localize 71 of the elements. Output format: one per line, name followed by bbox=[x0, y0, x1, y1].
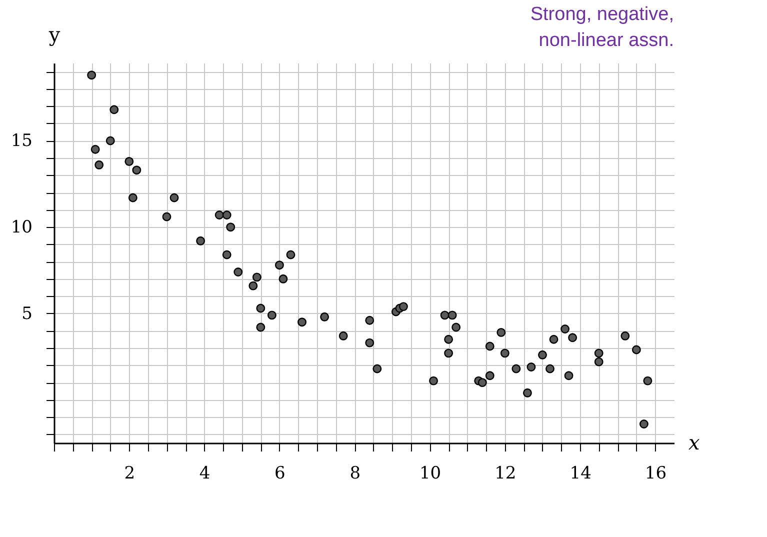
point bbox=[222, 250, 232, 260]
x-tick-label: 8 bbox=[350, 464, 361, 484]
point bbox=[398, 302, 408, 312]
y-tick-label: 10 bbox=[10, 218, 32, 238]
point bbox=[560, 324, 570, 334]
point bbox=[478, 378, 487, 388]
point bbox=[440, 310, 450, 320]
point bbox=[485, 371, 494, 380]
point bbox=[632, 345, 641, 354]
point bbox=[365, 316, 374, 325]
point bbox=[485, 342, 494, 351]
x-axis-title: x bbox=[688, 430, 700, 454]
x-tick-label: 14 bbox=[570, 464, 592, 484]
point bbox=[256, 304, 266, 313]
point bbox=[196, 236, 206, 246]
y-axis-title: y bbox=[48, 22, 61, 46]
point bbox=[594, 357, 604, 366]
point bbox=[286, 250, 296, 260]
point bbox=[106, 136, 115, 146]
x-tick-label: 2 bbox=[124, 464, 136, 484]
point bbox=[298, 318, 306, 327]
point bbox=[522, 388, 532, 398]
point bbox=[256, 322, 266, 332]
point bbox=[226, 222, 236, 232]
point bbox=[639, 420, 648, 428]
point bbox=[444, 334, 454, 344]
point bbox=[128, 193, 138, 202]
x-tick-label: 10 bbox=[419, 464, 442, 484]
point bbox=[124, 156, 134, 166]
x-tick-label: 16 bbox=[644, 464, 667, 484]
x-tick-label: 4 bbox=[199, 464, 210, 484]
y-tick-label: 15 bbox=[10, 131, 32, 152]
point bbox=[94, 160, 104, 170]
point bbox=[278, 274, 288, 284]
point bbox=[170, 193, 179, 202]
point bbox=[252, 272, 262, 282]
point bbox=[448, 310, 457, 320]
point bbox=[320, 312, 330, 322]
point bbox=[87, 70, 96, 80]
point bbox=[568, 333, 578, 342]
point bbox=[526, 362, 536, 372]
point bbox=[234, 268, 243, 276]
point bbox=[643, 376, 652, 386]
point bbox=[620, 331, 630, 340]
point bbox=[444, 348, 454, 358]
point bbox=[372, 364, 382, 374]
point bbox=[162, 212, 172, 222]
point bbox=[338, 331, 348, 340]
point bbox=[110, 105, 119, 114]
point bbox=[365, 338, 374, 348]
point bbox=[546, 364, 554, 374]
x-tick-label: 12 bbox=[494, 464, 516, 484]
point bbox=[512, 364, 521, 374]
point bbox=[222, 210, 232, 220]
point bbox=[538, 350, 547, 360]
point bbox=[267, 310, 276, 320]
point bbox=[248, 281, 258, 290]
point bbox=[564, 371, 574, 380]
point bbox=[500, 348, 510, 358]
point bbox=[429, 376, 438, 386]
point bbox=[549, 334, 558, 344]
text: Strong, negative, non-linear assn. bbox=[530, 4, 674, 51]
point bbox=[132, 166, 142, 175]
point bbox=[452, 322, 461, 332]
point bbox=[496, 328, 506, 337]
y-tick-label: 5 bbox=[22, 304, 32, 324]
point bbox=[274, 260, 284, 270]
point bbox=[90, 144, 100, 154]
point bbox=[594, 348, 604, 358]
point bbox=[214, 210, 224, 220]
x-tick-label: 6 bbox=[274, 464, 286, 484]
